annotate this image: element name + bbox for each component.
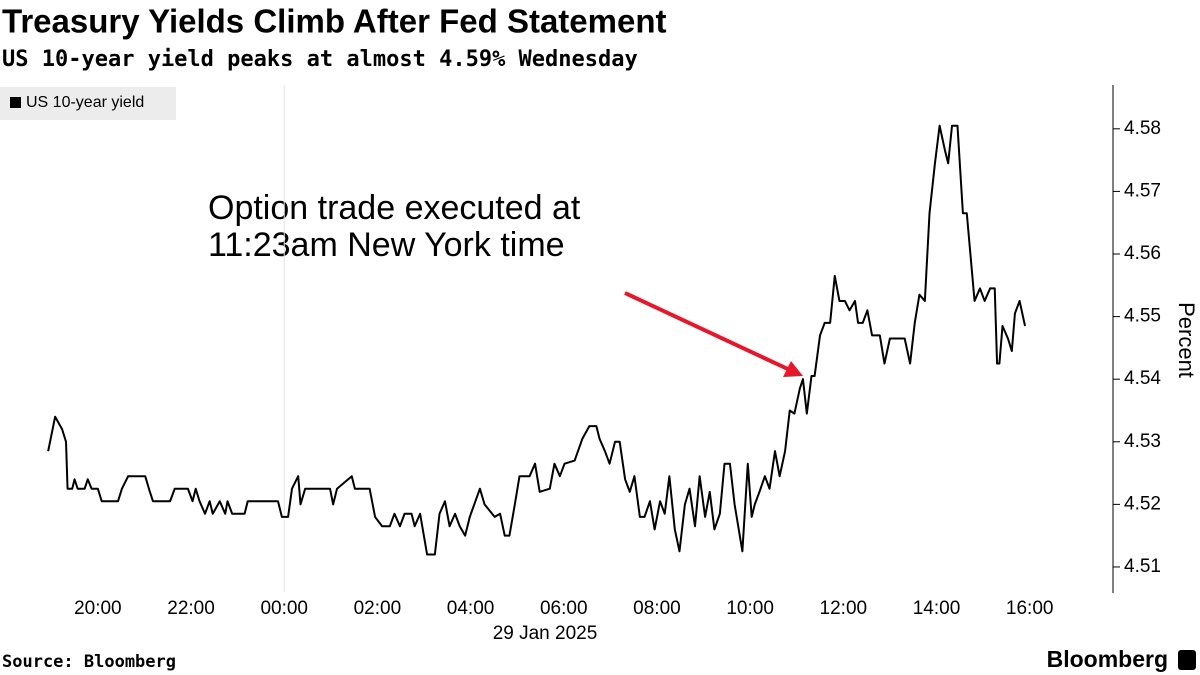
y-tick-label: 4.54 [1124,368,1161,389]
x-tick-label: 08:00 [633,598,681,619]
legend-label: US 10-year yield [26,94,144,111]
brand-icon [1178,650,1196,670]
chart-title: Treasury Yields Climb After Fed Statemen… [2,3,666,40]
x-tick-label: 06:00 [540,598,588,619]
x-tick-label: 16:00 [1006,598,1054,619]
y-tick-label: 4.55 [1124,306,1161,327]
annotation: Option trade executed at [208,189,581,227]
y-tick-label: 4.56 [1124,243,1161,264]
annotation: 11:23am New York time [208,226,565,264]
source: Source: Bloomberg [2,652,176,672]
legend: US 10-year yield [0,87,176,120]
x-tick-label: 22:00 [167,598,215,619]
x-tick-label: 10:00 [726,598,774,619]
x-tick-label: 20:00 [74,598,122,619]
legend-swatch [10,97,21,108]
y-axis-label: Percent [1174,302,1199,378]
y-tick-label: 4.57 [1124,180,1161,201]
x-tick-label: 00:00 [260,598,308,619]
x-tick-label: 02:00 [354,598,402,619]
legend-box [0,87,176,120]
chart-subtitle: US 10-year yield peaks at almost 4.59% W… [2,47,638,72]
series-line [47,124,1027,556]
y-tick-label: 4.51 [1124,556,1161,577]
brand: Bloomberg [1047,646,1168,672]
x-date-label: 29 Jan 2025 [493,623,598,644]
y-tick-label: 4.58 [1124,118,1161,139]
annotation-arrow [624,291,793,373]
y-tick-label: 4.53 [1124,431,1161,452]
annotation-arrowhead [783,361,803,377]
x-tick-label: 14:00 [913,598,961,619]
x-tick-label: 04:00 [447,598,495,619]
y-tick-label: 4.52 [1124,493,1161,514]
x-tick-label: 12:00 [820,598,868,619]
